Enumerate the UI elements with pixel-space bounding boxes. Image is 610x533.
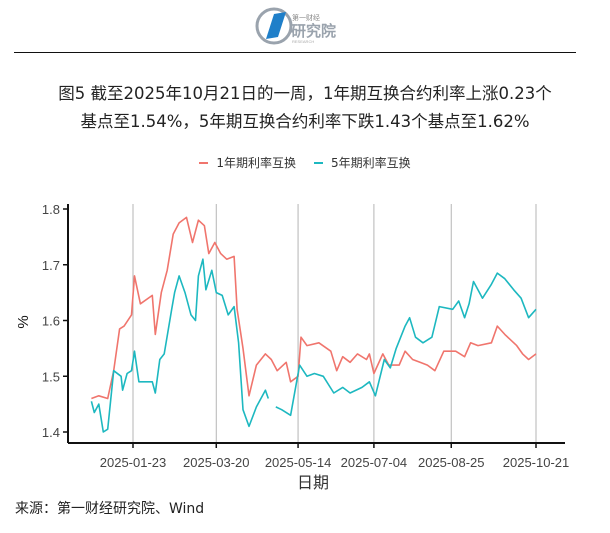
header-divider [14, 52, 576, 53]
y-tick-label: 1.5 [42, 369, 60, 384]
source-note: 来源：第一财经研究院、Wind [15, 501, 205, 517]
svg-text:研究院: 研究院 [291, 22, 336, 40]
x-tick-label: 2025-08-25 [418, 455, 485, 470]
x-axis-label: 日期 [297, 474, 329, 492]
legend-swatch-1y [199, 161, 209, 164]
x-tick-label: 2025-10-21 [503, 455, 570, 470]
y-tick-label: 1.7 [42, 258, 60, 273]
x-tick-label: 2025-03-20 [183, 455, 250, 470]
legend-label-1y: 1年期利率互换 [216, 156, 296, 170]
legend-swatch-5y [314, 161, 323, 164]
legend-item-5y: 5年期利率互换 [314, 154, 411, 171]
chart-title-line1: 图5 截至2025年10月21日的一周，1年期互换合约利率上涨0.23个 [58, 84, 552, 103]
y-tick-label: 1.6 [42, 314, 60, 329]
legend: 1年期利率互换 5年期利率互换 [0, 154, 610, 171]
logo: 第一财经 研究院 RESEARCH [254, 6, 364, 46]
y-axis-label: % [15, 315, 32, 328]
svg-text:第一财经: 第一财经 [292, 13, 320, 22]
legend-label-5y: 5年期利率互换 [331, 156, 411, 170]
x-tick-label: 2025-01-23 [100, 455, 167, 470]
svg-text:RESEARCH: RESEARCH [292, 39, 314, 44]
x-tick-label: 2025-05-14 [265, 455, 332, 470]
x-tick-label: 2025-07-04 [341, 455, 408, 470]
legend-item-1y: 1年期利率互换 [199, 154, 296, 171]
y-tick-label: 1.4 [42, 425, 60, 440]
series-line-5y [90, 258, 537, 433]
y-tick-label: 1.8 [42, 202, 60, 217]
series-line-1y [91, 216, 537, 400]
chart-title-line2: 基点至1.54%，5年期互换合约利率下跌1.43个基点至1.62% [80, 112, 530, 131]
